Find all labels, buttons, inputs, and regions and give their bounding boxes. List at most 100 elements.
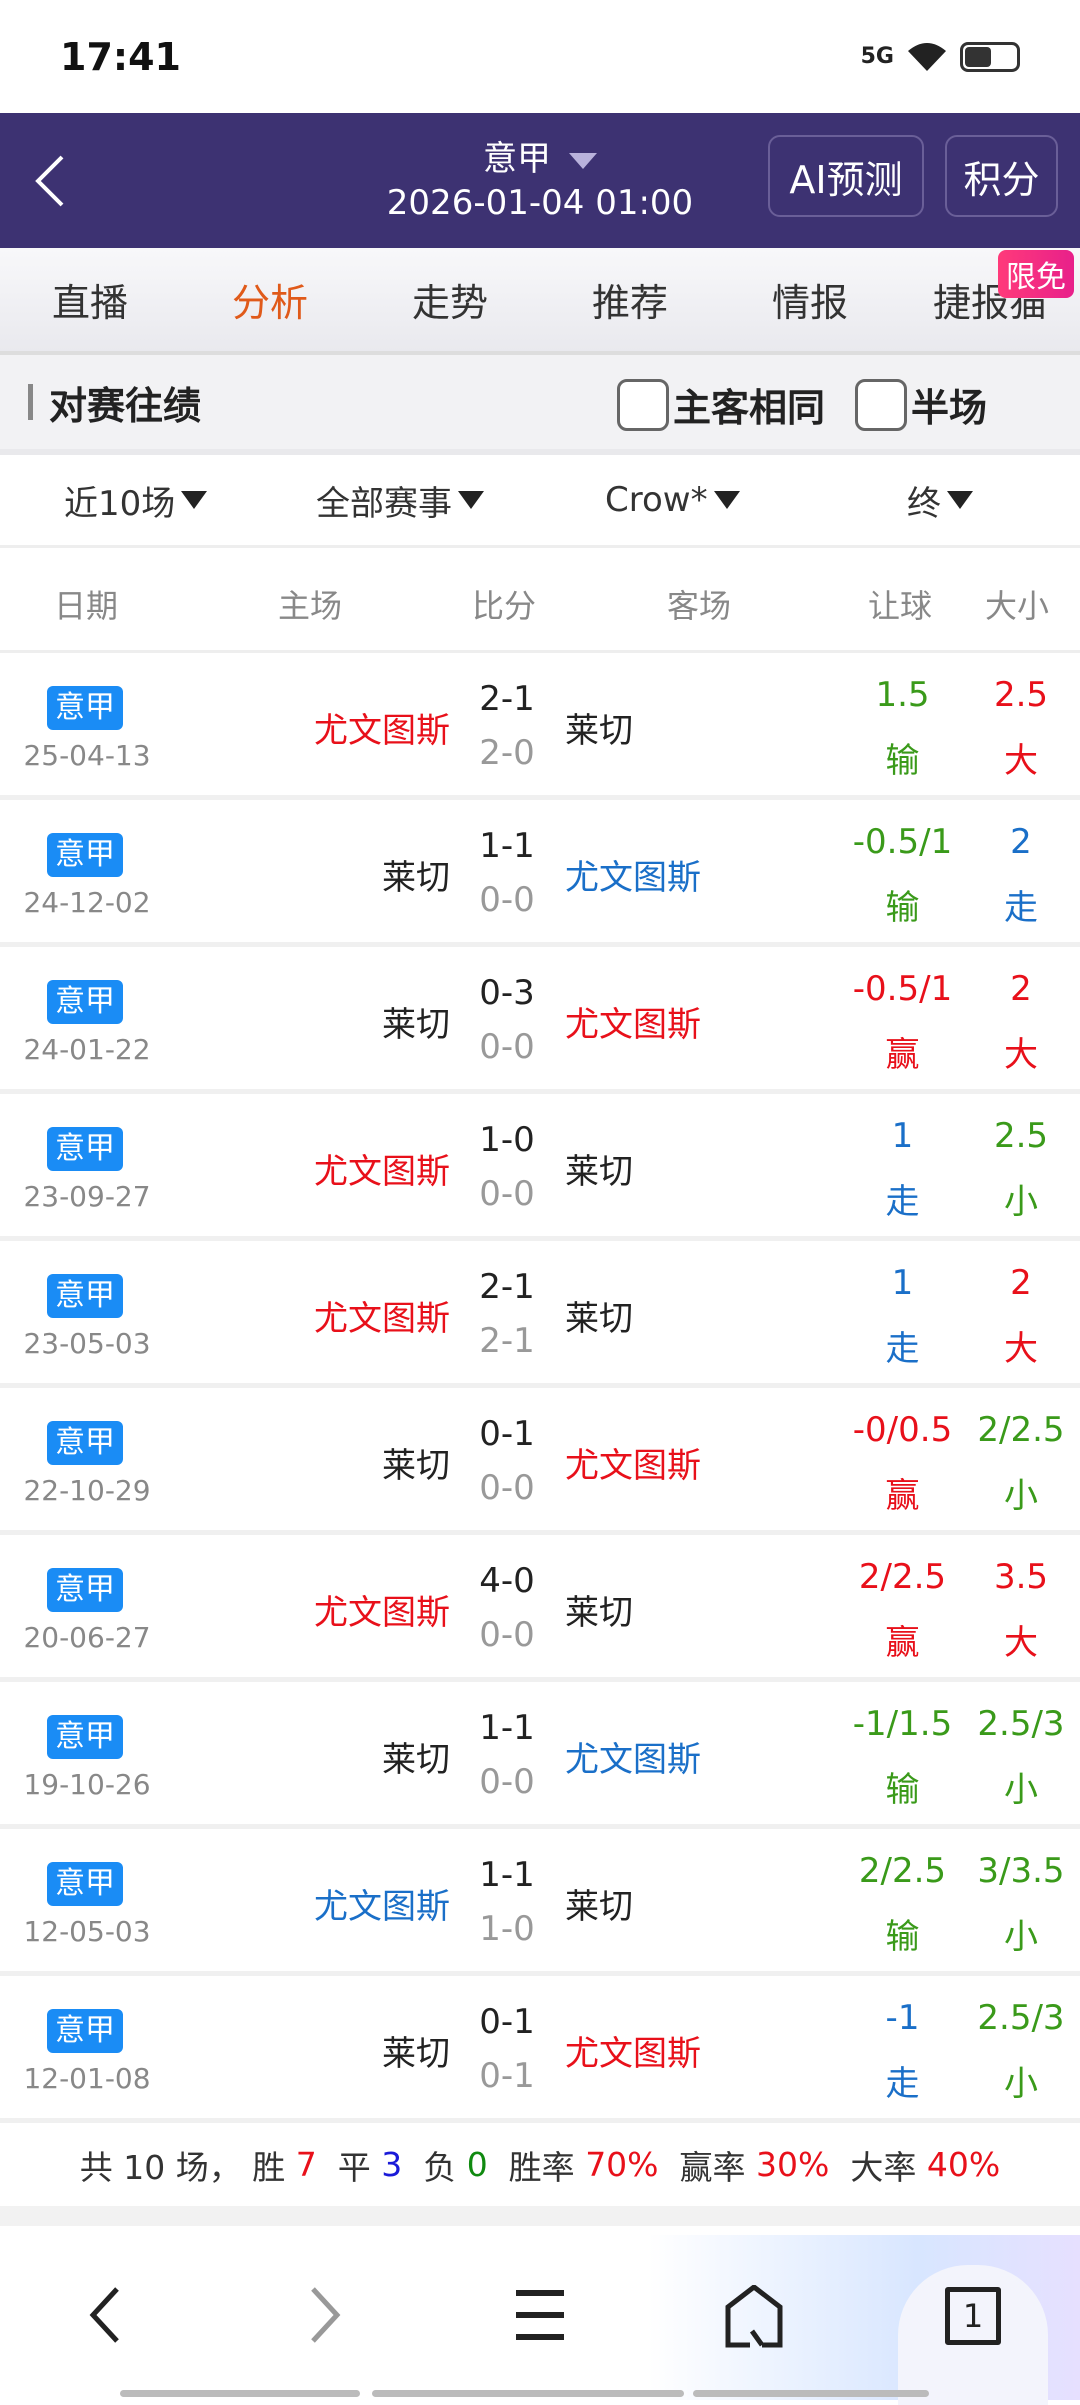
table-row[interactable]: 意甲 24-12-02 莱切 1-1 0-0 尤文图斯 -0.5/1 输 2 走	[0, 800, 1080, 947]
home-team: 莱切	[382, 858, 450, 898]
match-date: 23-09-27	[23, 1180, 151, 1213]
table-row[interactable]: 意甲 22-10-29 莱切 0-1 0-0 尤文图斯 -0/0.5 赢 2/2.5 小	[0, 1388, 1080, 1535]
table-row[interactable]: 意甲 12-05-03 尤文图斯 1-1 1-0 莱切 2/2.5 输 3/3.5 小	[0, 1829, 1080, 1976]
away-team: 莱切	[565, 711, 633, 751]
handicap-result: 赢	[885, 1476, 920, 1516]
handicap-result: 赢	[885, 1623, 920, 1663]
handicap-line: 1	[891, 1263, 914, 1303]
over-under-result: 大	[1004, 1329, 1038, 1369]
league-badge: 意甲	[47, 1715, 123, 1759]
league-name: 意甲	[483, 139, 551, 179]
full-time-score: 0-1	[479, 1414, 535, 1454]
half-time-score: 2-0	[479, 733, 535, 773]
count-filter[interactable]: 近10场	[64, 476, 208, 525]
filter-bar: 近10场 全部赛事 Crow* 终	[0, 455, 1080, 548]
points-button[interactable]: 积分	[945, 135, 1058, 217]
league-selector[interactable]: 意甲	[0, 131, 1080, 180]
away-team: 莱切	[565, 1593, 633, 1633]
over-under-result: 走	[1004, 888, 1038, 928]
tab-bar: 直播 分析 走势 推荐 情报 捷报猫 限免	[0, 248, 1080, 355]
status-icons: 5G	[861, 41, 1020, 73]
handicap-line: 1.5	[875, 675, 930, 715]
half-time-score: 0-0	[479, 1174, 535, 1214]
col-over-under: 大小	[985, 587, 1050, 625]
summary-hcrate: 30%	[756, 2145, 830, 2184]
table-row[interactable]: 意甲 20-06-27 尤文图斯 4-0 0-0 莱切 2/2.5 赢 3.5 大	[0, 1535, 1080, 1682]
handicap-line: -0.5/1	[852, 969, 953, 1009]
section-marker	[28, 384, 33, 420]
col-away: 客场	[667, 587, 732, 625]
full-time-score: 0-1	[479, 2002, 535, 2042]
tabs-count-button[interactable]: 1	[945, 2287, 1001, 2345]
phase-filter[interactable]: 终	[907, 476, 973, 525]
status-bar: 17:41 5G	[0, 0, 1080, 113]
filter-label: 近10场	[64, 483, 176, 524]
table-row[interactable]: 意甲 12-01-08 莱切 0-1 0-1 尤文图斯 -1 走 2.5/3 小	[0, 1976, 1080, 2123]
match-date: 24-12-02	[23, 886, 151, 919]
league-badge: 意甲	[47, 1127, 123, 1171]
over-under-result: 小	[1004, 1770, 1038, 1810]
tab-intel[interactable]: 情报	[771, 281, 848, 325]
match-date: 23-05-03	[23, 1327, 151, 1360]
full-time-score: 2-1	[479, 1267, 535, 1307]
handicap-line: 2/2.5	[858, 1851, 947, 1891]
away-team: 尤文图斯	[565, 2034, 701, 2074]
summary-winrate-label: 胜率	[487, 2147, 586, 2187]
back-icon[interactable]	[30, 153, 70, 208]
menu-icon[interactable]	[512, 2285, 568, 2345]
match-date: 24-01-22	[23, 1033, 151, 1066]
over-under-result: 小	[1004, 1917, 1038, 1957]
gesture-bar	[372, 2390, 684, 2397]
tab-live[interactable]: 直播	[51, 281, 128, 325]
over-under-line: 3/3.5	[977, 1851, 1065, 1891]
table-row[interactable]: 意甲 25-04-13 尤文图斯 2-1 2-0 莱切 1.5 输 2.5 大	[0, 653, 1080, 800]
checkbox-label: 主客相同	[673, 386, 826, 430]
half-time-checkbox[interactable]: 半场	[855, 377, 987, 432]
table-header: 日期 主场 比分 客场 让球 大小	[0, 548, 1080, 653]
checkbox-icon	[617, 378, 669, 431]
table-row[interactable]: 意甲 23-09-27 尤文图斯 1-0 0-0 莱切 1 走 2.5 小	[0, 1094, 1080, 1241]
home-icon[interactable]	[722, 2285, 786, 2349]
full-time-score: 0-3	[479, 973, 535, 1013]
handicap-result: 输	[885, 888, 920, 928]
summary-overrate: 40%	[926, 2145, 1001, 2184]
summary-winrate: 70%	[585, 2145, 659, 2184]
over-under-result: 大	[1004, 1623, 1038, 1663]
home-team: 尤文图斯	[314, 1299, 450, 1339]
table-row[interactable]: 意甲 24-01-22 莱切 0-3 0-0 尤文图斯 -0.5/1 赢 2 大	[0, 947, 1080, 1094]
match-header: 意甲 2026-01-04 01:00 AI预测 积分	[0, 113, 1080, 248]
table-row[interactable]: 意甲 19-10-26 莱切 1-1 0-0 尤文图斯 -1/1.5 输 2.5/3 小	[0, 1682, 1080, 1829]
match-datetime: 2026-01-04 01:00	[386, 183, 694, 223]
tab-trend[interactable]: 走势	[411, 281, 488, 325]
table-row[interactable]: 意甲 23-05-03 尤文图斯 2-1 2-1 莱切 1 走 2 大	[0, 1241, 1080, 1388]
half-time-score: 0-0	[479, 1762, 535, 1802]
handicap-result: 赢	[885, 1035, 920, 1075]
over-under-line: 2/2.5	[977, 1410, 1065, 1450]
browser-back-icon[interactable]	[85, 2285, 125, 2345]
dropdown-icon	[458, 491, 484, 509]
summary-loss-label: 负	[402, 2147, 467, 2187]
competition-filter[interactable]: 全部赛事	[316, 476, 484, 525]
tab-analysis[interactable]: 分析	[231, 281, 308, 325]
tab-recommend[interactable]: 推荐	[591, 281, 668, 325]
home-team: 莱切	[382, 1740, 450, 1780]
full-time-score: 1-1	[479, 826, 535, 866]
summary-draw-label: 平	[316, 2147, 382, 2187]
over-under-result: 小	[1004, 1182, 1038, 1222]
full-time-score: 2-1	[479, 679, 535, 719]
ai-predict-button[interactable]: AI预测	[768, 135, 924, 217]
same-home-away-checkbox[interactable]: 主客相同	[617, 377, 825, 432]
league-badge: 意甲	[47, 1421, 123, 1465]
filter-label: 全部赛事	[316, 483, 452, 524]
summary-draw: 3	[381, 2145, 403, 2184]
handicap-result: 输	[885, 1770, 920, 1810]
section-header: 对赛往绩 主客相同 半场	[0, 355, 1080, 455]
bookmaker-filter[interactable]: Crow*	[605, 480, 740, 520]
home-team: 莱切	[382, 1446, 450, 1486]
col-date: 日期	[54, 587, 119, 625]
col-score: 比分	[472, 587, 537, 625]
col-handicap: 让球	[868, 587, 933, 625]
checkbox-label: 半场	[911, 386, 988, 430]
league-badge: 意甲	[47, 1568, 123, 1612]
browser-forward-icon[interactable]	[305, 2285, 345, 2345]
